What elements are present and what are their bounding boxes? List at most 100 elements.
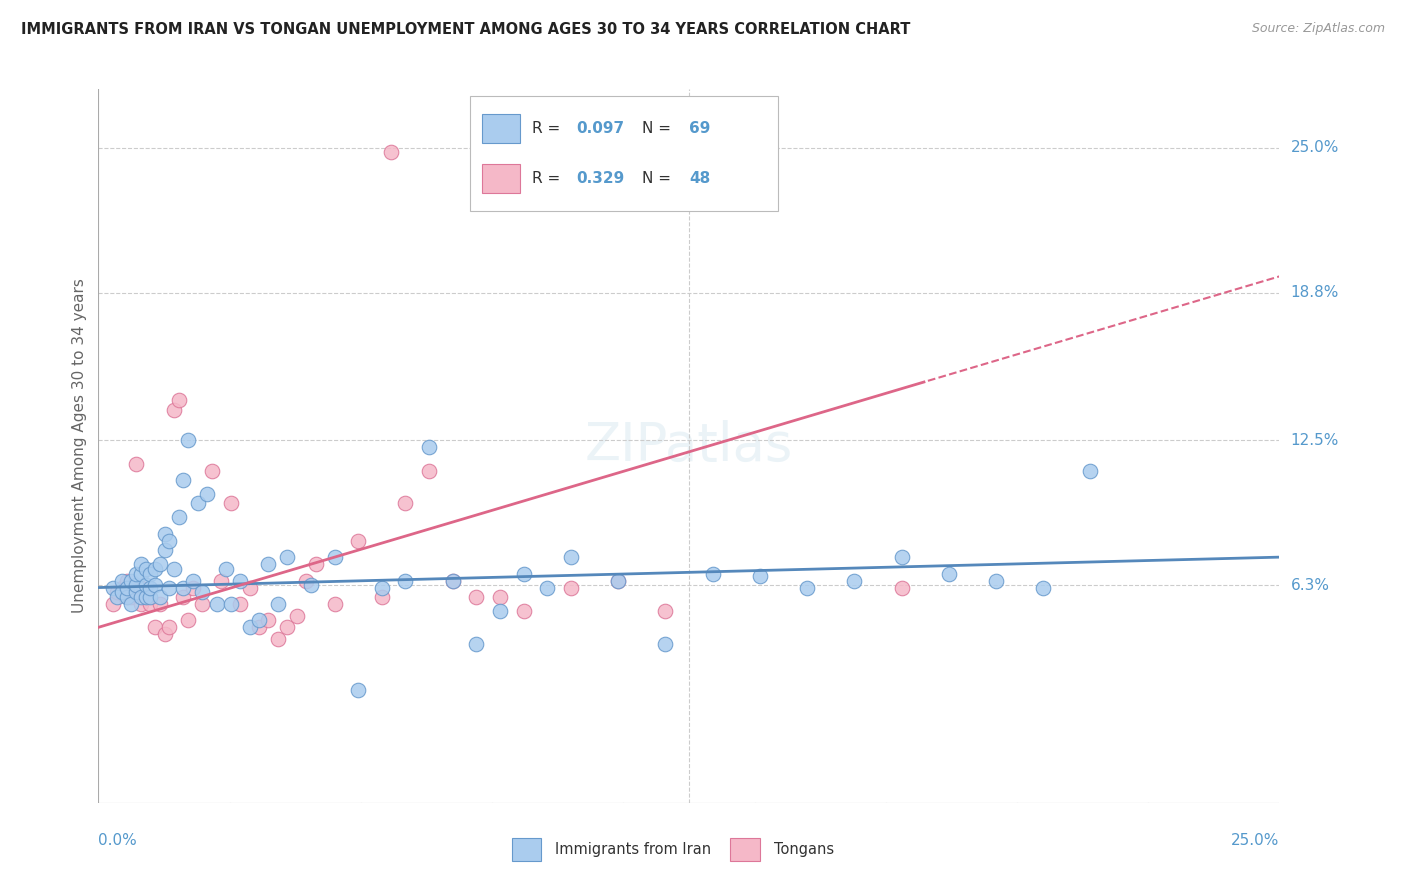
Point [125, 585, 148, 599]
Text: 0.097: 0.097 [576, 121, 624, 136]
Point [371, 581, 394, 595]
Point [143, 620, 166, 634]
Point [195, 487, 218, 501]
Point [121, 585, 143, 599]
Point [267, 597, 290, 611]
Point [239, 581, 262, 595]
FancyBboxPatch shape [512, 838, 541, 861]
Point [205, 597, 228, 611]
Point [267, 632, 290, 646]
Point [129, 597, 152, 611]
Text: 69: 69 [689, 121, 710, 136]
Point [295, 574, 318, 588]
Point [187, 496, 209, 510]
Point [654, 604, 676, 618]
Point [201, 464, 224, 478]
Point [157, 620, 180, 634]
Point [125, 585, 148, 599]
Point [167, 510, 190, 524]
Point [191, 585, 214, 599]
Point [167, 393, 190, 408]
Point [219, 597, 242, 611]
Point [177, 613, 200, 627]
Point [347, 533, 370, 548]
Point [465, 590, 488, 604]
Point [191, 597, 214, 611]
Point [654, 637, 676, 651]
Point [536, 581, 558, 595]
Point [111, 581, 134, 595]
Point [890, 550, 912, 565]
Point [394, 574, 416, 588]
Point [323, 550, 346, 565]
Point [489, 604, 512, 618]
Point [115, 581, 138, 595]
Point [163, 562, 186, 576]
Point [135, 578, 157, 592]
Point [163, 402, 186, 417]
Point [560, 550, 582, 565]
Point [129, 590, 152, 604]
Point [153, 526, 176, 541]
Point [153, 627, 176, 641]
Text: 0.329: 0.329 [576, 171, 626, 186]
Point [276, 550, 298, 565]
Point [153, 543, 176, 558]
Point [115, 590, 138, 604]
Point [394, 496, 416, 510]
Point [276, 620, 298, 634]
Point [101, 597, 124, 611]
Point [299, 578, 322, 592]
Point [139, 566, 162, 581]
Text: Immigrants from Iran: Immigrants from Iran [555, 842, 711, 856]
Point [489, 590, 512, 604]
Point [125, 457, 148, 471]
Point [149, 597, 172, 611]
Point [512, 566, 534, 581]
Point [135, 590, 157, 604]
FancyBboxPatch shape [482, 114, 520, 143]
Point [143, 562, 166, 576]
Point [305, 557, 328, 571]
Point [796, 581, 818, 595]
Point [111, 574, 134, 588]
Point [938, 566, 960, 581]
Text: 12.5%: 12.5% [1291, 433, 1339, 448]
Point [607, 574, 630, 588]
Point [229, 597, 252, 611]
Point [285, 608, 308, 623]
Y-axis label: Unemployment Among Ages 30 to 34 years: Unemployment Among Ages 30 to 34 years [72, 278, 87, 614]
Point [441, 574, 464, 588]
Text: ZIPatlas: ZIPatlas [585, 420, 793, 472]
Point [257, 557, 280, 571]
Point [418, 440, 440, 454]
Point [380, 145, 402, 160]
FancyBboxPatch shape [471, 96, 778, 211]
Text: Source: ZipAtlas.com: Source: ZipAtlas.com [1251, 22, 1385, 36]
Text: IMMIGRANTS FROM IRAN VS TONGAN UNEMPLOYMENT AMONG AGES 30 TO 34 YEARS CORRELATIO: IMMIGRANTS FROM IRAN VS TONGAN UNEMPLOYM… [21, 22, 911, 37]
FancyBboxPatch shape [730, 838, 759, 861]
Point [129, 557, 152, 571]
Point [125, 566, 148, 581]
Point [135, 562, 157, 576]
FancyBboxPatch shape [482, 164, 520, 193]
Point [607, 574, 630, 588]
Point [172, 590, 194, 604]
Point [247, 620, 270, 634]
Text: N =: N = [641, 121, 675, 136]
Point [105, 590, 128, 604]
Text: 0.0%: 0.0% [98, 833, 138, 848]
Point [219, 496, 242, 510]
Point [247, 613, 270, 627]
Point [121, 590, 143, 604]
Point [418, 464, 440, 478]
Point [121, 597, 143, 611]
Text: 6.3%: 6.3% [1291, 578, 1330, 592]
Point [157, 533, 180, 548]
Point [181, 574, 204, 588]
Point [172, 581, 194, 595]
Point [465, 637, 488, 651]
Text: 25.0%: 25.0% [1232, 833, 1279, 848]
Text: 18.8%: 18.8% [1291, 285, 1339, 301]
Point [149, 590, 172, 604]
